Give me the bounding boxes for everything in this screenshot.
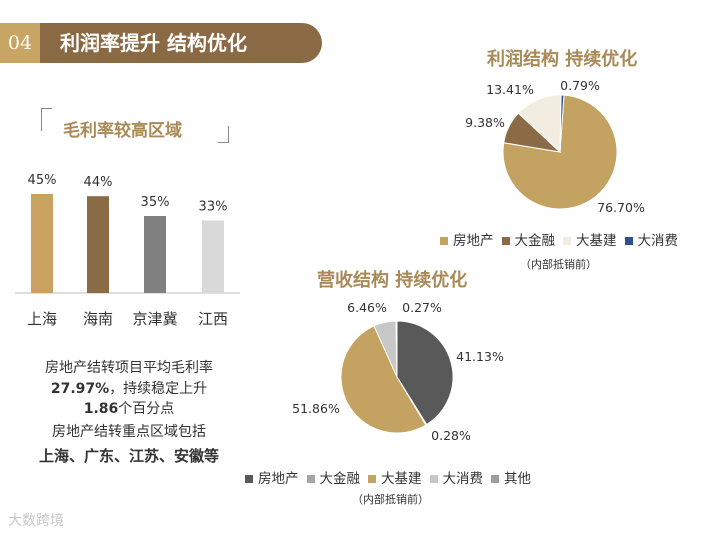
- legend-item: 大基建: [368, 467, 422, 487]
- legend-swatch: [306, 475, 315, 483]
- legend-swatch: [624, 237, 633, 245]
- pie-slice-大消费: [559, 94, 565, 153]
- pie-value-label: 41.13%: [456, 349, 504, 364]
- pie-value-label: 76.70%: [597, 200, 645, 215]
- legend-item: 大金融: [306, 467, 361, 487]
- description-line: 上海、广东、江苏、安徽等: [38, 447, 219, 465]
- description-line: 房地产结转重点区域包括: [52, 424, 206, 440]
- pie-value-label: 51.86%: [292, 401, 340, 416]
- legend-label: 大金融: [319, 471, 361, 487]
- legend-item: 大金融: [501, 229, 556, 249]
- bar-江西: [202, 220, 224, 293]
- bar-category-label: 江西: [198, 310, 228, 328]
- description-line: 1.86个百分点: [83, 401, 175, 417]
- legend-swatch: [245, 475, 253, 483]
- section-number: 04: [0, 23, 40, 63]
- bar-category-label: 京津冀: [132, 310, 177, 328]
- pie-value-label: 13.41%: [486, 82, 534, 97]
- description-line: 房地产结转项目平均毛利率: [45, 360, 213, 376]
- legend-item: 房地产: [245, 467, 299, 487]
- legend-swatch: [491, 475, 499, 483]
- legend-label: 房地产: [258, 471, 299, 487]
- legend-item: 其他: [491, 467, 531, 487]
- legend-item: 房地产: [440, 229, 494, 249]
- bar-value-label: 35%: [141, 195, 170, 210]
- section-banner: 04 利润率提升 结构优化: [0, 23, 322, 63]
- revenue-legend: 房地产 大金融 大基建 大消费 其他: [245, 467, 539, 487]
- section-title: 利润率提升 结构优化: [60, 31, 247, 55]
- legend-swatch: [440, 237, 448, 245]
- revenue-note: （内部抵销前）: [352, 493, 429, 506]
- bracket-right-decoration: [218, 126, 229, 143]
- bar-海南: [87, 196, 109, 293]
- bar-上海: [31, 194, 53, 293]
- legend-swatch: [563, 237, 571, 245]
- legend-label: 其他: [504, 471, 531, 487]
- profit-chart-title: 利润结构 持续优化: [487, 49, 638, 70]
- legend-swatch: [501, 237, 510, 245]
- legend-label: 大消费: [442, 471, 484, 487]
- profit-note: （内部抵销前）: [520, 258, 597, 271]
- bar-category-label: 上海: [27, 310, 57, 328]
- bar-chart-title: 毛利率较高区域: [63, 121, 182, 141]
- pie-slice-大基建: [340, 325, 427, 434]
- pie-value-label: 0.28%: [431, 428, 471, 443]
- legend-label: 大基建: [381, 471, 422, 487]
- legend-label: 大消费: [637, 233, 679, 249]
- pie-value-label: 9.38%: [465, 115, 505, 130]
- legend-item: 大消费: [429, 467, 484, 487]
- pie-value-label: 0.79%: [560, 78, 600, 93]
- revenue-chart-title: 营收结构 持续优化: [317, 270, 468, 291]
- bar-京津冀: [144, 216, 166, 293]
- pie-value-label: 0.27%: [402, 300, 442, 315]
- legend-label: 大基建: [576, 233, 617, 249]
- pie-value-label: 6.46%: [347, 300, 387, 315]
- pie-slice-其他: [395, 320, 398, 378]
- bracket-left-decoration: [41, 108, 52, 131]
- watermark-logo: 大数跨境: [8, 513, 64, 529]
- legend-item: 大消费: [624, 229, 679, 249]
- legend-item: 大基建: [563, 229, 617, 249]
- bar-value-label: 45%: [28, 173, 57, 188]
- legend-label: 房地产: [453, 233, 494, 249]
- description-line: 27.97%，持续稳定上升: [50, 381, 208, 397]
- legend-label: 大金融: [514, 233, 556, 249]
- bar-value-label: 33%: [199, 199, 228, 214]
- bar-value-label: 44%: [84, 175, 113, 190]
- legend-swatch: [429, 475, 438, 483]
- legend-swatch: [368, 475, 376, 483]
- bar-category-label: 海南: [83, 310, 113, 328]
- profit-legend: 房地产 大金融 大基建 大消费: [440, 229, 686, 249]
